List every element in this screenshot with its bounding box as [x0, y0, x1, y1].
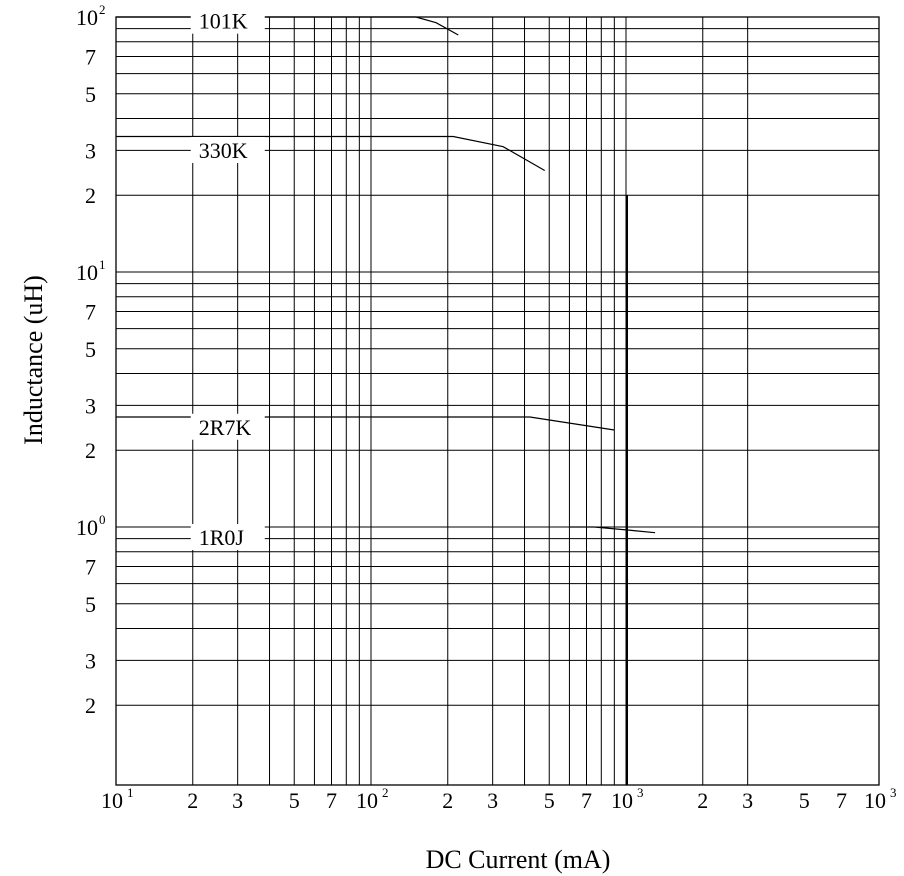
- y-tick-label: 10: [76, 5, 98, 30]
- series-label-bg: [190, 136, 265, 163]
- plot-frame: [115, 16, 880, 786]
- x-axis-title: DC Current (mA): [426, 845, 611, 874]
- x-tick-label: 7: [326, 788, 337, 813]
- series-line: [569, 526, 656, 534]
- y-tick-label: 5: [85, 82, 96, 107]
- y-tick-label: 5: [85, 337, 96, 362]
- series-line: [116, 135, 545, 172]
- x-tick-label: 5: [544, 788, 555, 813]
- x-tick-label: 7: [836, 788, 847, 813]
- x-tick-label: 3: [487, 788, 498, 813]
- x-tick-exponent: 2: [382, 785, 389, 800]
- series-label-bg: [190, 523, 265, 550]
- x-tick-exponent: 3: [637, 785, 644, 800]
- y-tick-label: 2: [85, 693, 96, 718]
- y-tick-label: 7: [85, 300, 96, 325]
- x-tick-label: 10: [356, 788, 378, 813]
- y-tick-label: 10: [76, 515, 98, 540]
- y-tick-label: 2: [85, 183, 96, 208]
- x-tick-label: 2: [187, 788, 198, 813]
- x-tick-label: 3: [232, 788, 243, 813]
- y-tick-label: 7: [85, 45, 96, 70]
- y-tick-label: 2: [85, 438, 96, 463]
- y-tick-label: 7: [85, 555, 96, 580]
- series-label-bg: [190, 413, 265, 440]
- x-tick-label: 10: [101, 788, 123, 813]
- x-tick-exponent: 1: [127, 785, 134, 800]
- series-label: 330K: [199, 138, 248, 163]
- x-tick-label: 2: [442, 788, 453, 813]
- y-axis-title: Inductance (uH): [19, 275, 48, 445]
- x-tick-label: 5: [799, 788, 810, 813]
- series-label: 101K: [199, 9, 248, 34]
- x-tick-labels: 10 1 2 3 5 7 10 2 2 3 5 7 10 3 2 3 5 7 10 3: [101, 785, 897, 813]
- x-tick-label: 2: [697, 788, 708, 813]
- y-tick-exponent: 0: [99, 512, 106, 527]
- x-tick-label: 10: [864, 788, 886, 813]
- y-tick-label: 3: [85, 138, 96, 163]
- x-tick-label: 5: [289, 788, 300, 813]
- series-lines: [116, 16, 656, 534]
- y-tick-label: 3: [85, 648, 96, 673]
- y-tick-label: 10: [76, 260, 98, 285]
- series-line: [116, 416, 615, 431]
- x-tick-label: 10: [611, 788, 633, 813]
- x-tick-exponent: 3: [890, 785, 897, 800]
- y-tick-label: 5: [85, 592, 96, 617]
- y-tick-exponent: 1: [99, 257, 106, 272]
- x-tick-label: 3: [742, 788, 753, 813]
- series-label: 2R7K: [199, 415, 252, 440]
- y-tick-label: 3: [85, 393, 96, 418]
- series-label: 1R0J: [199, 525, 245, 550]
- series-label-bg: [190, 7, 265, 34]
- series-labels: 101K 330K 2R7K 1R0J: [190, 7, 265, 550]
- y-tick-exponent: 2: [99, 2, 106, 17]
- vertical-grid-lines: [192, 17, 749, 785]
- x-tick-label: 7: [581, 788, 592, 813]
- series-line: [116, 16, 459, 36]
- horizontal-grid-lines: [116, 28, 879, 706]
